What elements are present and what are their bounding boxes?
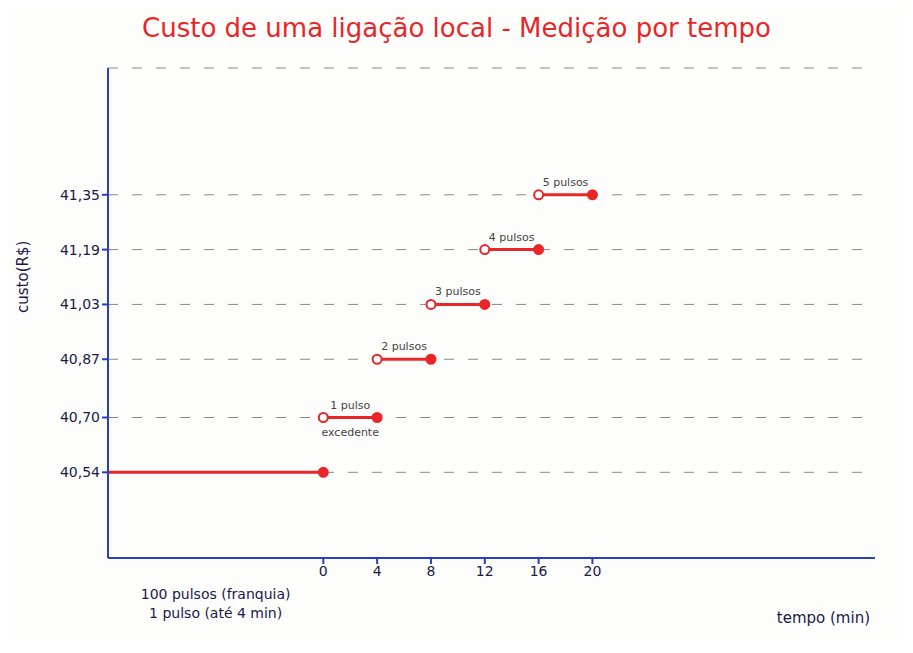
svg-text:41,19: 41,19 [60,242,100,258]
svg-text:40,87: 40,87 [60,351,100,367]
svg-text:tempo (min): tempo (min) [777,609,870,627]
svg-text:4 pulsos: 4 pulsos [489,231,535,244]
svg-text:0: 0 [319,563,328,579]
html-text:Custo de uma ligação local - M: Custo de uma ligação local - Medição por… [142,13,771,43]
svg-text:16: 16 [530,563,548,579]
html-text:1 pulso (até 4 min): 1 pulso (até 4 min) [149,605,283,621]
svg-text:8: 8 [426,563,435,579]
svg-text:41,35: 41,35 [60,187,100,203]
svg-text:40,70: 40,70 [60,409,100,425]
svg-text:20: 20 [584,563,602,579]
svg-text:1 pulso: 1 pulso [330,399,370,412]
svg-text:excedente: excedente [321,426,379,439]
svg-text:4: 4 [373,563,382,579]
svg-text:3 pulsos: 3 pulsos [435,285,481,298]
svg-text:12: 12 [476,563,494,579]
svg-text:40,54: 40,54 [60,464,100,480]
html-text:100 pulsos (franquia): 100 pulsos (franquia) [140,586,291,602]
svg-text:custo(R$): custo(R$) [14,241,32,313]
svg-text:5 pulsos: 5 pulsos [543,176,589,189]
svg-text:41,03: 41,03 [60,296,100,312]
svg-text:2 pulsos: 2 pulsos [381,340,427,353]
